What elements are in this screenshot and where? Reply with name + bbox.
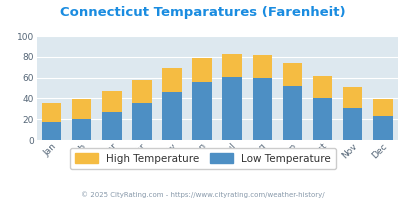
Bar	[222, 77, 241, 140]
Bar	[372, 99, 392, 116]
Text: Connecticut Temparatures (Farenheit): Connecticut Temparatures (Farenheit)	[60, 6, 345, 19]
Bar	[132, 80, 151, 103]
Bar	[42, 103, 61, 122]
Bar	[42, 122, 61, 140]
Bar	[252, 78, 271, 140]
Bar	[312, 76, 332, 98]
Bar	[342, 87, 362, 108]
Bar	[72, 119, 91, 140]
Bar	[102, 112, 122, 140]
Bar	[162, 68, 181, 92]
Text: © 2025 CityRating.com - https://www.cityrating.com/weather-history/: © 2025 CityRating.com - https://www.city…	[81, 191, 324, 198]
Bar	[252, 55, 271, 78]
Bar	[282, 86, 302, 140]
Legend: High Temperature, Low Temperature: High Temperature, Low Temperature	[70, 148, 335, 169]
Bar	[372, 116, 392, 140]
Bar	[192, 82, 211, 140]
Bar	[132, 103, 151, 140]
Bar	[192, 58, 211, 82]
Bar	[102, 91, 122, 112]
Bar	[282, 63, 302, 86]
Bar	[162, 92, 181, 140]
Bar	[72, 99, 91, 119]
Bar	[222, 54, 241, 77]
Bar	[312, 98, 332, 140]
Bar	[342, 108, 362, 140]
